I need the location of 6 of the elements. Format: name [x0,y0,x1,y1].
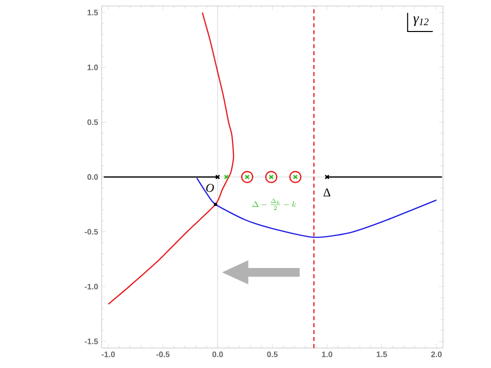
line-series [196,177,438,238]
annotation: γ$_{12}$ [413,16,429,26]
annotation: $\Delta-\frac{\Delta_b}{2}-k$ [252,198,296,210]
annotation: Δ [324,188,330,196]
line-series [108,12,234,305]
annotation: O [206,184,214,192]
